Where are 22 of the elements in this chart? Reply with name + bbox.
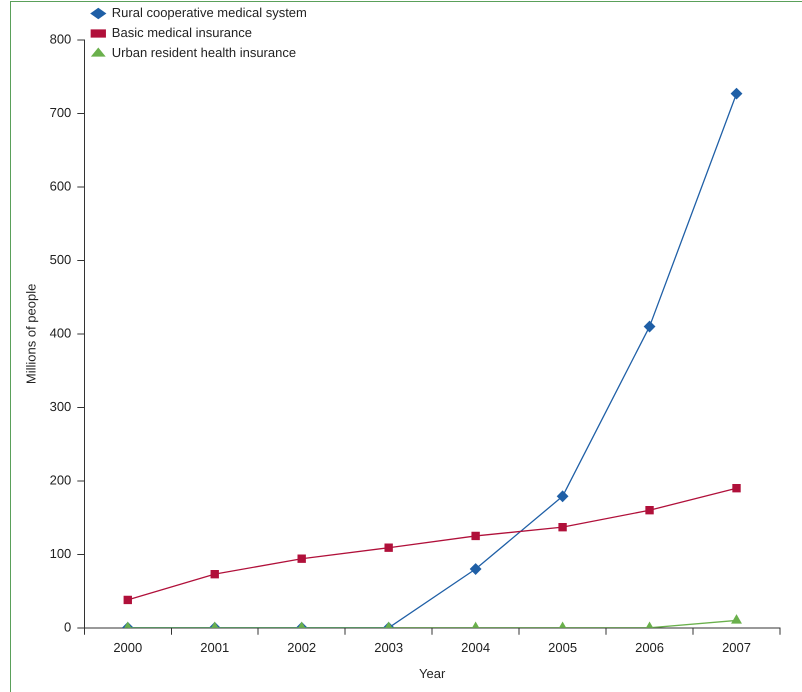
x-tick-label: 2002 (287, 640, 316, 656)
x-tick-label: 2004 (461, 640, 490, 656)
y-tick-label: 300 (50, 398, 72, 414)
y-tick-label: 800 (50, 32, 72, 47)
legend-label: Rural cooperative medical system (112, 5, 307, 20)
y-tick-label: 0 (64, 619, 72, 634)
x-tick-label: 2003 (374, 640, 404, 656)
x-tick-label: 2000 (113, 640, 142, 656)
x-tick-label: 2005 (548, 640, 578, 656)
y-tick-label: 400 (50, 325, 72, 340)
y-tick-label: 600 (50, 178, 72, 194)
y-tick-label: 700 (50, 105, 72, 120)
y-tick-label: 500 (50, 252, 72, 268)
y-tick-label: 200 (50, 472, 72, 488)
x-tick-label: 2006 (635, 640, 664, 656)
x-axis-title: Year (419, 666, 446, 681)
legend-label: Basic medical insurance (112, 25, 252, 40)
x-tick-label: 2007 (722, 640, 751, 656)
x-tick-label: 2001 (200, 640, 230, 656)
y-axis-title: Millions of people (23, 284, 38, 384)
legend-label: Urban resident health insurance (112, 45, 296, 60)
y-tick-label: 100 (50, 546, 72, 561)
